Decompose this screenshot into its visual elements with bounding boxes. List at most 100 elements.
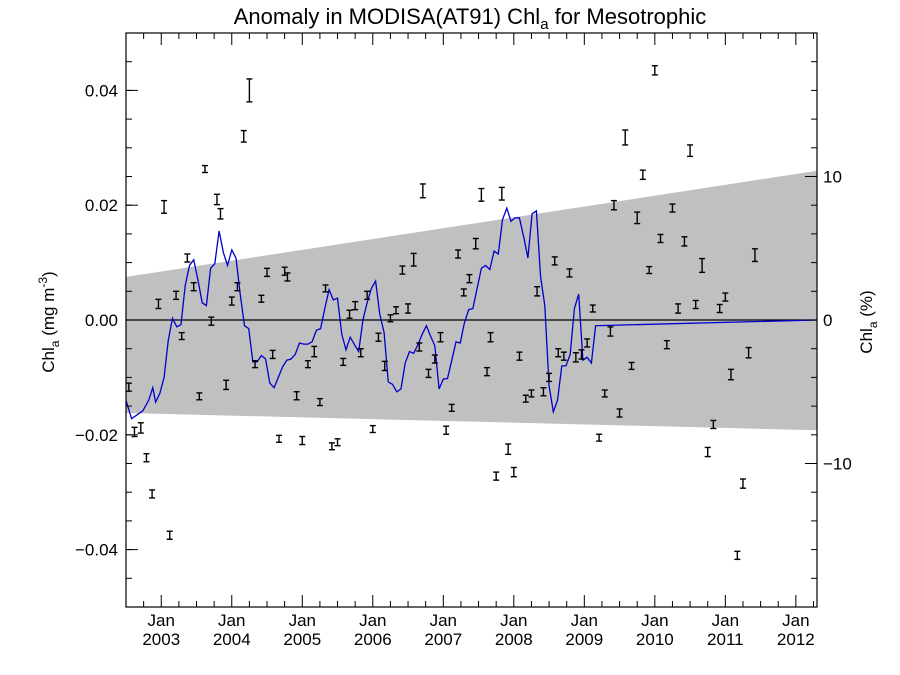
data-point-100 — [699, 257, 706, 274]
data-point-23 — [258, 294, 265, 303]
x-tick-label-year: 2012 — [777, 630, 815, 649]
data-point-98 — [687, 144, 694, 158]
data-point-75 — [555, 348, 562, 358]
data-point-52 — [425, 368, 432, 379]
data-point-22 — [252, 360, 259, 369]
data-point-35 — [328, 442, 335, 451]
data-point-89 — [634, 211, 641, 225]
data-point-80 — [584, 338, 591, 348]
data-point-2 — [137, 422, 144, 434]
x-tick-label-month: Jan — [782, 611, 809, 630]
data-point-104 — [722, 292, 729, 302]
data-point-103 — [716, 303, 723, 314]
data-point-24 — [264, 267, 271, 278]
x-tick-label-year: 2006 — [354, 630, 392, 649]
x-tick-label-month: Jan — [430, 611, 457, 630]
data-point-60 — [472, 237, 479, 250]
x-tick-label-month: Jan — [712, 611, 739, 630]
data-point-12 — [196, 392, 203, 401]
data-point-108 — [745, 346, 752, 359]
data-point-49 — [410, 252, 417, 267]
data-point-14 — [208, 316, 215, 326]
data-point-72 — [540, 387, 547, 397]
data-point-101 — [704, 446, 711, 458]
data-point-85 — [610, 199, 617, 211]
x-tick-label-year: 2003 — [142, 630, 180, 649]
data-point-57 — [455, 249, 462, 259]
data-point-65 — [498, 186, 505, 201]
data-point-41 — [364, 290, 371, 301]
data-point-36 — [334, 438, 341, 447]
data-point-84 — [607, 326, 614, 337]
data-point-107 — [739, 478, 746, 489]
data-point-64 — [493, 471, 500, 481]
data-point-53 — [431, 354, 438, 364]
data-point-25 — [269, 349, 276, 360]
y-tick-label-right: 10 — [823, 168, 842, 187]
data-point-96 — [675, 303, 682, 314]
data-point-6 — [161, 199, 168, 214]
data-point-3 — [143, 453, 150, 463]
data-point-7 — [166, 530, 173, 540]
data-point-5 — [155, 298, 162, 310]
data-point-66 — [505, 443, 512, 456]
data-point-71 — [534, 286, 541, 297]
y-tick-label-right: 0 — [823, 311, 832, 330]
data-point-21 — [246, 78, 253, 103]
data-point-42 — [369, 424, 376, 434]
data-point-61 — [478, 187, 485, 202]
data-point-30 — [299, 435, 306, 446]
data-point-20 — [240, 129, 247, 143]
data-point-26 — [276, 434, 283, 443]
uncertainty-band — [126, 170, 817, 431]
data-point-8 — [173, 290, 180, 301]
data-point-31 — [304, 360, 311, 369]
x-tick-label-month: Jan — [289, 611, 316, 630]
data-point-93 — [657, 233, 664, 244]
data-point-27 — [281, 266, 288, 276]
data-point-13 — [201, 164, 208, 174]
data-point-82 — [596, 433, 603, 442]
x-tick-label-month: Jan — [359, 611, 386, 630]
data-point-28 — [284, 272, 291, 282]
data-point-91 — [646, 265, 653, 275]
data-point-78 — [572, 352, 579, 363]
data-point-19 — [234, 281, 241, 292]
data-point-44 — [381, 360, 388, 372]
data-point-33 — [316, 397, 323, 407]
data-point-81 — [589, 304, 596, 313]
data-point-58 — [460, 288, 467, 297]
data-point-50 — [416, 342, 423, 352]
data-point-77 — [566, 268, 573, 278]
x-tick-label-month: Jan — [641, 611, 668, 630]
data-point-4 — [149, 489, 156, 499]
data-point-16 — [217, 207, 224, 220]
data-point-94 — [663, 339, 670, 350]
data-point-32 — [311, 345, 318, 358]
data-point-10 — [184, 253, 191, 263]
data-point-0 — [126, 382, 132, 392]
data-point-47 — [399, 265, 406, 275]
chart-title: Anomaly in MODISA(AT91) Chla for Mesotro… — [234, 4, 707, 33]
data-point-74 — [551, 256, 558, 266]
x-tick-label-month: Jan — [571, 611, 598, 630]
data-point-68 — [516, 351, 523, 361]
x-tick-label-year: 2004 — [213, 630, 251, 649]
data-point-73 — [546, 372, 553, 383]
data-point-67 — [510, 466, 517, 478]
data-point-90 — [639, 169, 646, 181]
smoothed-anomaly-line — [126, 206, 817, 420]
data-point-40 — [357, 348, 364, 358]
data-point-83 — [601, 389, 608, 398]
data-point-95 — [669, 203, 676, 213]
data-point-109 — [751, 248, 758, 263]
data-point-76 — [560, 351, 567, 361]
data-point-87 — [622, 129, 629, 146]
data-point-34 — [322, 284, 329, 293]
data-point-69 — [522, 394, 529, 403]
data-point-45 — [387, 314, 394, 323]
data-point-46 — [393, 306, 400, 315]
y-tick-label-right: −10 — [823, 455, 852, 474]
data-point-51 — [419, 183, 426, 199]
